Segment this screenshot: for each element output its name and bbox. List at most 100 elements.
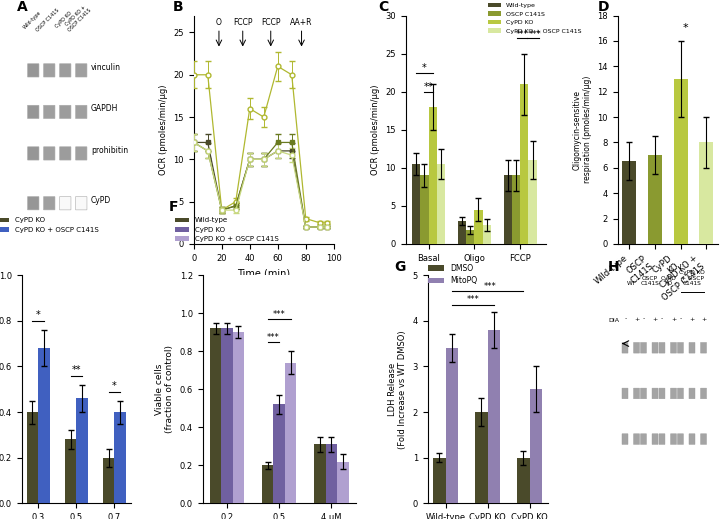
Text: G: G	[394, 260, 405, 274]
Bar	[474, 210, 483, 244]
Text: A: A	[17, 0, 28, 14]
Text: D: D	[597, 0, 609, 14]
FancyBboxPatch shape	[700, 388, 707, 399]
Bar	[314, 444, 326, 503]
Text: OSCP
C141S: OSCP C141S	[640, 276, 659, 286]
FancyBboxPatch shape	[44, 147, 55, 160]
FancyBboxPatch shape	[689, 343, 695, 353]
FancyBboxPatch shape	[634, 434, 639, 444]
FancyBboxPatch shape	[689, 388, 695, 399]
FancyBboxPatch shape	[44, 64, 55, 77]
Bar	[488, 330, 500, 503]
Bar	[221, 329, 233, 503]
FancyBboxPatch shape	[640, 388, 647, 399]
Text: CyPD KO
+ OSCP
C141S: CyPD KO + OSCP C141S	[679, 270, 705, 286]
FancyBboxPatch shape	[640, 434, 647, 444]
FancyBboxPatch shape	[622, 343, 628, 353]
Text: +: +	[689, 317, 695, 322]
Text: Wild-type: Wild-type	[22, 10, 42, 30]
Bar	[326, 444, 337, 503]
Text: CyPD KO +
OSCP C141S: CyPD KO + OSCP C141S	[63, 4, 93, 33]
Text: F: F	[169, 200, 179, 214]
FancyBboxPatch shape	[671, 388, 676, 399]
Text: ***: ***	[515, 30, 529, 39]
Text: ***: ***	[273, 310, 286, 319]
Text: C: C	[378, 0, 388, 14]
Y-axis label: Oligomycin-sensitive
respiration (pmoles/min/μg): Oligomycin-sensitive respiration (pmoles…	[573, 76, 592, 183]
Text: FCCP: FCCP	[261, 18, 281, 26]
FancyBboxPatch shape	[75, 105, 87, 118]
X-axis label: Time (min): Time (min)	[237, 268, 290, 278]
FancyBboxPatch shape	[28, 147, 39, 160]
FancyBboxPatch shape	[671, 343, 676, 353]
Text: FCCP: FCCP	[233, 18, 252, 26]
Text: *: *	[36, 310, 41, 320]
Y-axis label: OCR (pmoles/min/μg): OCR (pmoles/min/μg)	[159, 85, 168, 175]
FancyBboxPatch shape	[28, 197, 39, 210]
FancyBboxPatch shape	[28, 105, 39, 118]
Legend: CyPD KO, CyPD KO + OSCP C141S: CyPD KO, CyPD KO + OSCP C141S	[0, 214, 102, 236]
FancyBboxPatch shape	[59, 197, 71, 210]
Text: prohibitin: prohibitin	[91, 146, 128, 155]
Bar	[210, 329, 221, 503]
Text: H: H	[608, 260, 619, 274]
Bar	[517, 458, 529, 503]
FancyBboxPatch shape	[59, 105, 71, 118]
FancyBboxPatch shape	[44, 105, 55, 118]
FancyBboxPatch shape	[634, 388, 639, 399]
FancyBboxPatch shape	[652, 388, 658, 399]
Text: +: +	[701, 317, 707, 322]
FancyBboxPatch shape	[75, 197, 87, 210]
FancyBboxPatch shape	[671, 434, 676, 444]
Bar	[466, 230, 474, 244]
Text: +: +	[671, 317, 676, 322]
Bar	[262, 466, 273, 503]
FancyBboxPatch shape	[677, 343, 684, 353]
Text: CyPD KO: CyPD KO	[55, 11, 73, 29]
Bar	[233, 332, 244, 503]
Bar	[483, 225, 491, 244]
Bar	[529, 389, 542, 503]
Text: CyPD: CyPD	[91, 196, 111, 205]
Bar	[446, 348, 458, 503]
Bar	[529, 160, 536, 244]
Bar	[475, 412, 488, 503]
Bar	[337, 461, 349, 503]
Bar	[433, 458, 446, 503]
Text: AA+R: AA+R	[290, 18, 312, 26]
Text: -: -	[624, 317, 626, 322]
FancyBboxPatch shape	[659, 434, 665, 444]
Bar	[76, 399, 88, 503]
Text: ***: ***	[267, 333, 280, 342]
Text: *: *	[683, 23, 689, 33]
Bar	[437, 164, 445, 244]
Bar	[103, 458, 115, 503]
FancyBboxPatch shape	[640, 343, 647, 353]
Y-axis label: OCR (pmoles/min/μg): OCR (pmoles/min/μg)	[371, 85, 380, 175]
Bar	[27, 412, 38, 503]
Text: OSCP C141S: OSCP C141S	[36, 7, 60, 33]
Bar	[38, 348, 49, 503]
FancyBboxPatch shape	[677, 434, 684, 444]
Bar	[115, 412, 126, 503]
Bar	[428, 107, 437, 244]
Text: **: **	[424, 82, 434, 92]
FancyBboxPatch shape	[659, 388, 665, 399]
Text: -: -	[642, 317, 645, 322]
FancyBboxPatch shape	[700, 343, 707, 353]
FancyBboxPatch shape	[677, 388, 684, 399]
Text: +: +	[652, 317, 658, 322]
Text: *: *	[112, 381, 117, 391]
Bar	[512, 175, 520, 244]
Text: *: *	[422, 63, 427, 73]
Bar	[420, 175, 428, 244]
FancyBboxPatch shape	[652, 434, 658, 444]
Text: WT: WT	[626, 281, 636, 286]
Y-axis label: LDH Release
(Fold Increase vs WT DMSO): LDH Release (Fold Increase vs WT DMSO)	[388, 330, 407, 448]
Text: ***: ***	[529, 30, 541, 39]
FancyBboxPatch shape	[44, 197, 55, 210]
Bar	[65, 440, 76, 503]
Bar	[674, 79, 687, 244]
FancyBboxPatch shape	[700, 434, 707, 444]
Text: B: B	[173, 0, 183, 14]
